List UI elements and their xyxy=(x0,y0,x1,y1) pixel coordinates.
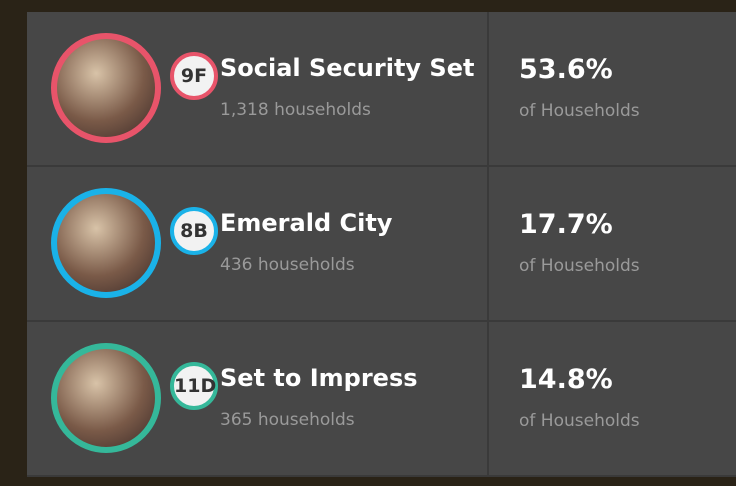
segment-code: 9F xyxy=(170,52,218,100)
household-count: 436 households xyxy=(220,255,355,275)
percent: 14.8% xyxy=(519,364,613,395)
segment-name: Social Security Set xyxy=(220,54,475,82)
percent-label: of Households xyxy=(519,411,640,431)
segment-code: 11D xyxy=(170,362,218,410)
segment-photo xyxy=(51,188,161,298)
percent-label: of Households xyxy=(519,101,640,121)
segment-photo xyxy=(51,343,161,453)
percent: 53.6% xyxy=(519,54,613,85)
divider xyxy=(487,12,489,165)
household-count: 1,318 households xyxy=(220,100,371,120)
divider xyxy=(487,322,489,475)
household-count: 365 households xyxy=(220,410,355,430)
segment-row: 11D Set to Impress 365 households 14.8% of H… xyxy=(27,322,736,477)
segment-list: 9F Social Security Set 1,318 households 53.… xyxy=(27,12,736,477)
segment-row: 9F Social Security Set 1,318 households 53.… xyxy=(27,12,736,167)
segment-row: 8B Emerald City 436 households 17.7% of Hous… xyxy=(27,167,736,322)
percent-label: of Households xyxy=(519,256,640,276)
percent: 17.7% xyxy=(519,209,613,240)
divider xyxy=(487,167,489,320)
segment-code: 8B xyxy=(170,207,218,255)
segment-photo xyxy=(51,33,161,143)
segment-name: Emerald City xyxy=(220,209,393,237)
segment-name: Set to Impress xyxy=(220,364,418,392)
